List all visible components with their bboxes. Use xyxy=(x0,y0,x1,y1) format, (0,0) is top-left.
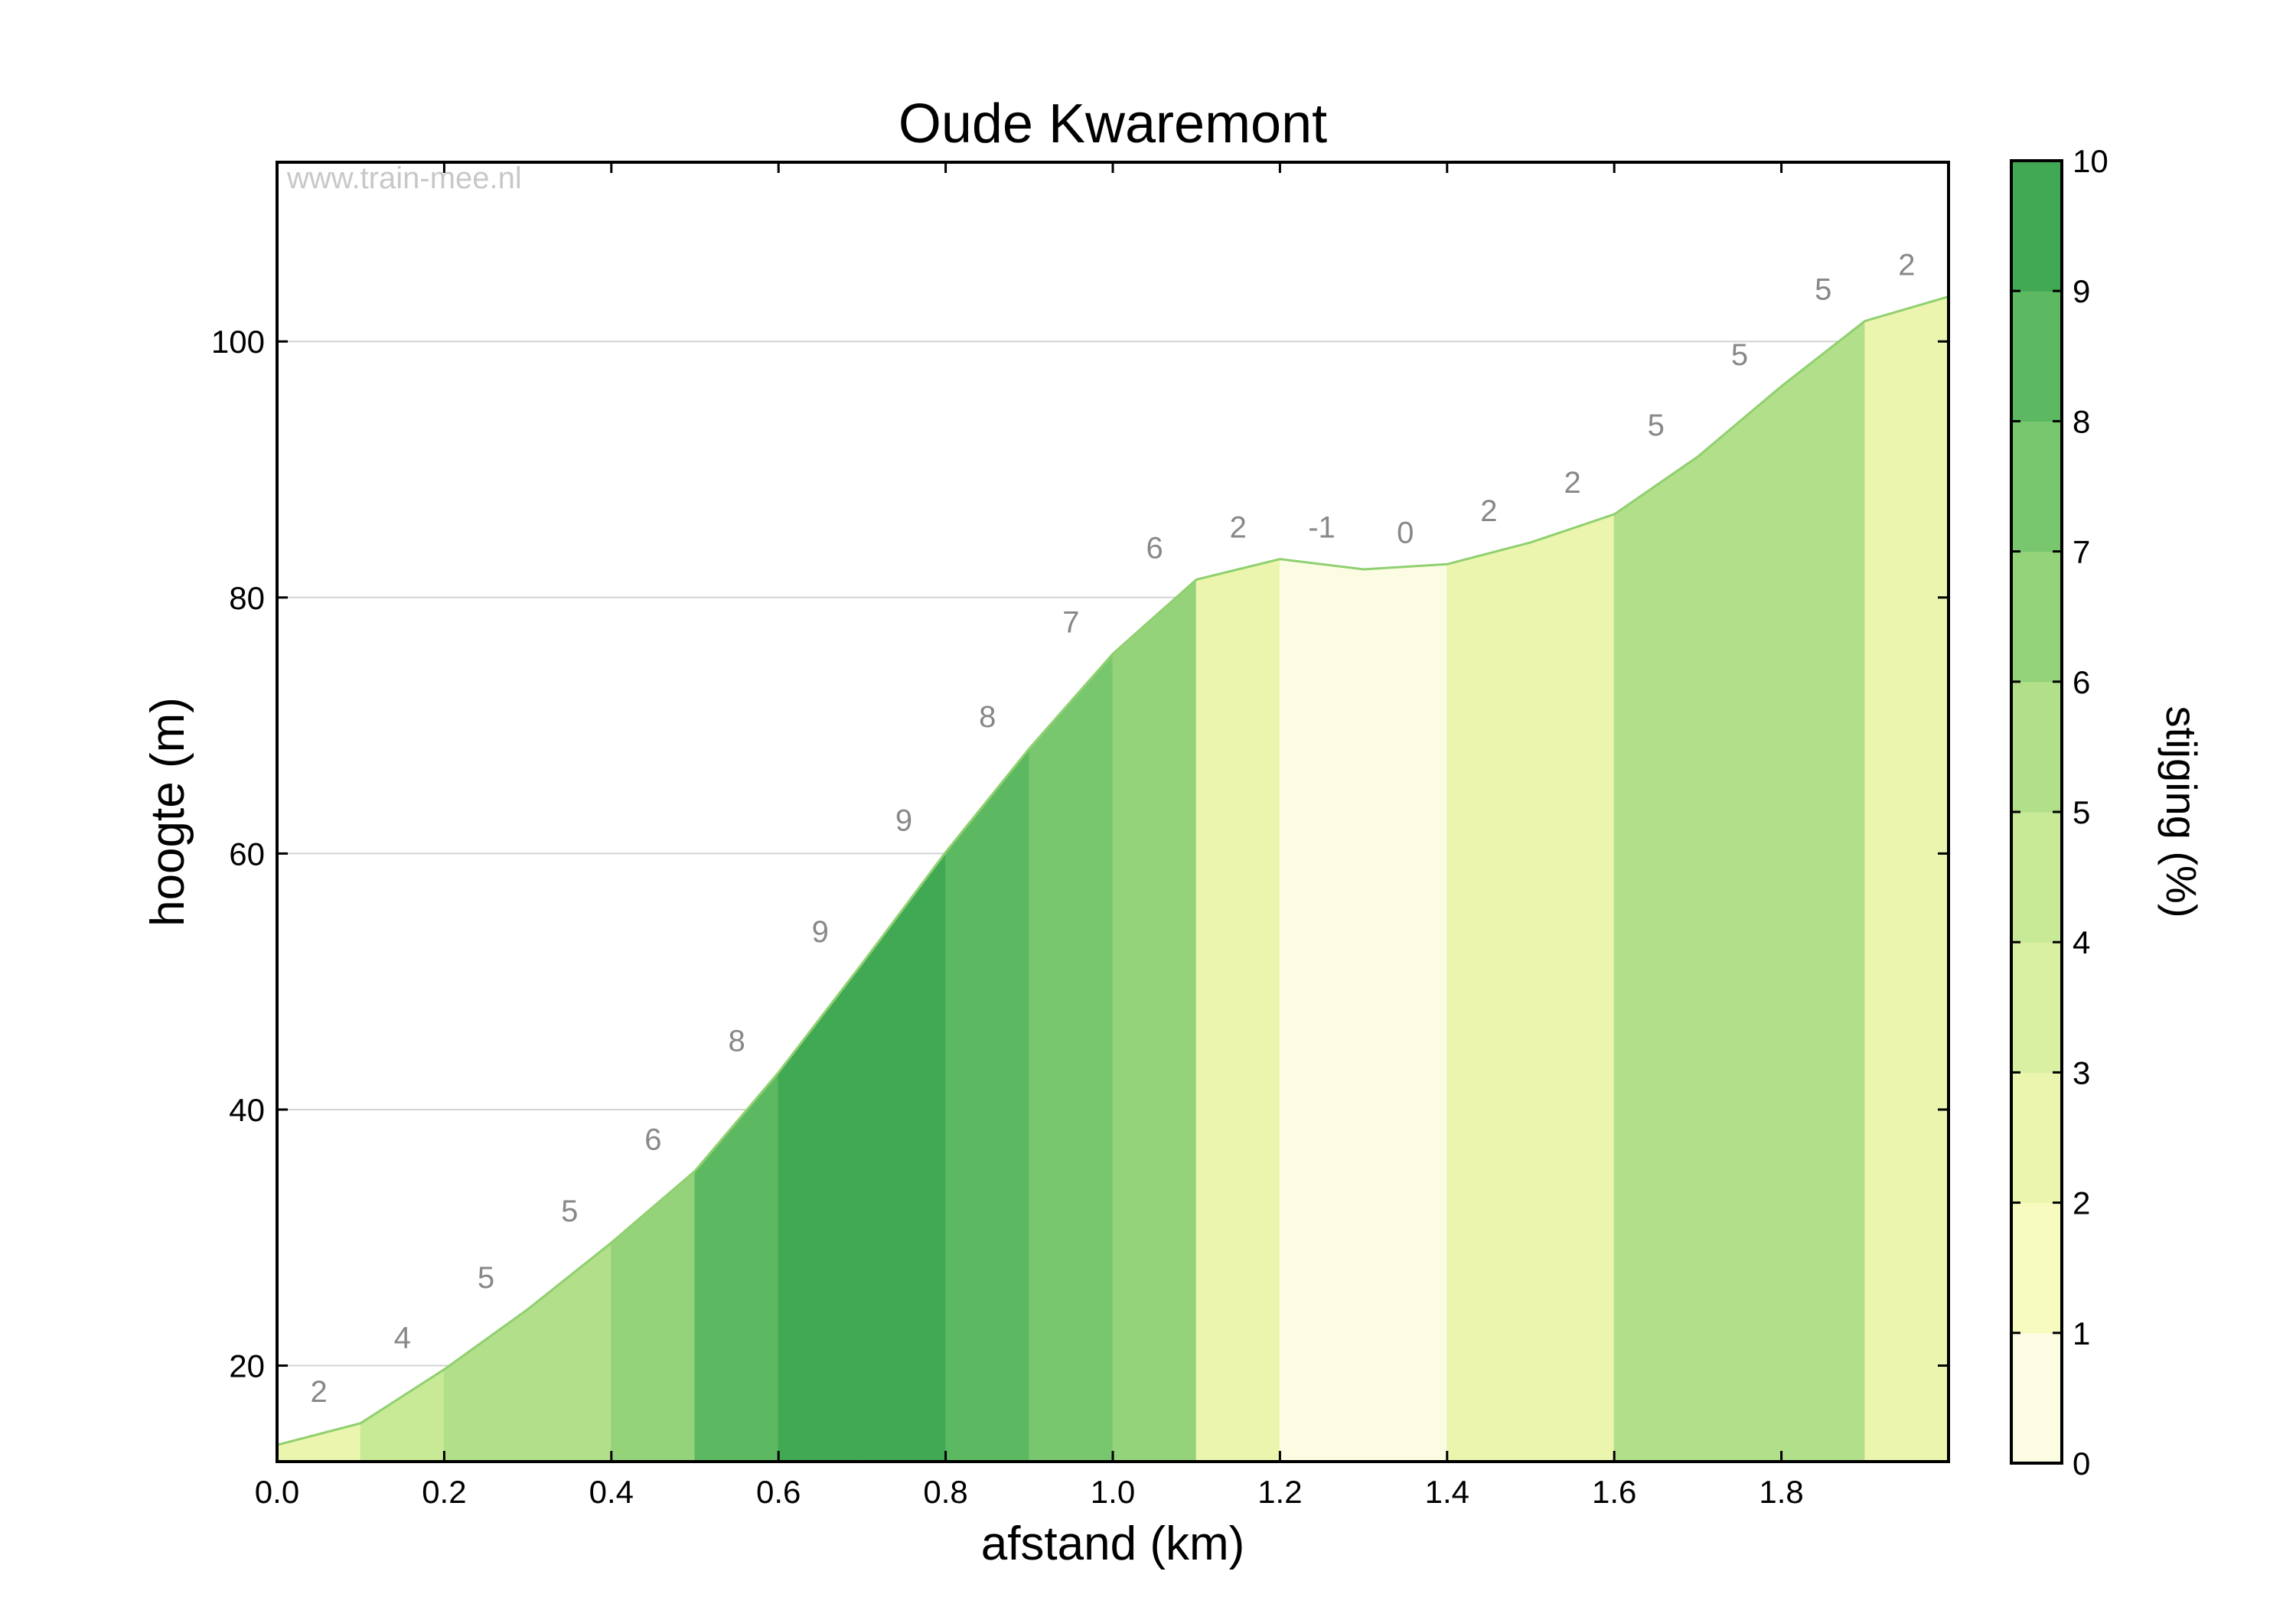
gradient-label: 5 xyxy=(478,1261,494,1295)
gradient-band xyxy=(1029,653,1114,1462)
gradient-band xyxy=(945,747,1030,1462)
x-tick-label: 1.8 xyxy=(1759,1474,1803,1510)
gradient-band xyxy=(1112,579,1197,1462)
colorbar-swatch xyxy=(2011,420,2063,553)
y-tick-label: 100 xyxy=(211,324,265,360)
gradient-label: 0 xyxy=(1397,516,1414,549)
gradient-label: -1 xyxy=(1308,511,1336,545)
colorbar-tick-label: 6 xyxy=(2073,664,2090,700)
gradient-band xyxy=(1781,320,1866,1462)
x-tick-label: 0.2 xyxy=(422,1474,466,1510)
colorbar-label: stijging (%) xyxy=(2157,706,2206,918)
y-tick-label: 20 xyxy=(229,1348,265,1384)
gradient-label: 5 xyxy=(1731,338,1748,372)
colorbar-swatch xyxy=(2011,1071,2063,1204)
gradient-label: 5 xyxy=(1815,272,1831,306)
colorbar-swatch xyxy=(2011,681,2063,813)
colorbar-tick-label: 10 xyxy=(2073,143,2108,179)
gradient-label: 2 xyxy=(1480,494,1497,528)
colorbar-swatch xyxy=(2011,1332,2063,1464)
colorbar-tick-label: 7 xyxy=(2073,534,2090,570)
gradient-band xyxy=(1864,295,1949,1462)
gradient-band xyxy=(778,962,863,1462)
x-tick-label: 1.4 xyxy=(1425,1474,1469,1510)
chart-title: Oude Kwaremont xyxy=(899,93,1327,155)
gradient-band xyxy=(1530,513,1615,1462)
gradient-label: 6 xyxy=(644,1123,661,1156)
colorbar-swatch xyxy=(2011,551,2063,683)
colorbar-tick-label: 3 xyxy=(2073,1054,2090,1090)
gradient-band xyxy=(1697,385,1782,1462)
gradient-label: 7 xyxy=(1062,605,1079,639)
y-tick-label: 80 xyxy=(229,580,265,616)
gradient-label: 8 xyxy=(728,1024,745,1058)
gradient-label: 2 xyxy=(310,1375,327,1409)
x-tick-label: 1.2 xyxy=(1257,1474,1302,1510)
gradient-label: 9 xyxy=(895,804,912,838)
colorbar-swatch xyxy=(2011,1202,2063,1334)
gradient-label: 5 xyxy=(561,1195,578,1228)
x-tick-label: 1.6 xyxy=(1592,1474,1636,1510)
gradient-labels: 2 4 5 5 6 8 9 9 8 7 6 2 -1 0 2 2 5 5 5 2 xyxy=(310,249,1915,1409)
profile-line-group xyxy=(276,295,1949,1446)
colorbar-tick-label: 5 xyxy=(2073,794,2090,830)
gradient-label: 2 xyxy=(1898,249,1915,282)
colorbar-tick-label: 1 xyxy=(2073,1315,2090,1351)
x-tick-label: 1.0 xyxy=(1091,1474,1135,1510)
profile-line xyxy=(276,295,1949,1446)
x-tick-label: 0.4 xyxy=(589,1474,634,1510)
colorbar: 0 1 2 3 4 5 6 7 8 9 10 xyxy=(2010,143,2108,1482)
x-axis-ticks: 0.0 0.2 0.4 0.6 0.8 1.0 1.2 1.4 1.6 1.8 xyxy=(255,162,1804,1510)
gradient-label: 4 xyxy=(394,1322,411,1355)
gradient-band xyxy=(1613,455,1698,1462)
colorbar-tick-label: 0 xyxy=(2073,1446,2090,1482)
gradient-band xyxy=(694,1071,779,1462)
y-tick-label: 60 xyxy=(229,836,265,872)
colorbar-swatch xyxy=(2011,941,2063,1073)
gradient-band xyxy=(1279,559,1365,1462)
gradient-label: 2 xyxy=(1564,466,1580,500)
gradient-band xyxy=(1363,563,1448,1462)
watermark: www.train-mee.nl xyxy=(286,161,522,195)
x-axis-label: afstand (km) xyxy=(981,1517,1245,1570)
gradient-label: 9 xyxy=(812,915,829,949)
colorbar-tick-label: 9 xyxy=(2073,273,2090,309)
gradient-band xyxy=(1446,542,1531,1462)
gradient-label: 8 xyxy=(979,700,996,734)
gradient-band xyxy=(861,851,947,1462)
gradient-band xyxy=(443,1308,529,1462)
colorbar-swatch xyxy=(2011,811,2063,943)
x-tick-label: 0.0 xyxy=(255,1474,299,1510)
x-tick-label: 0.6 xyxy=(756,1474,801,1510)
colorbar-swatch xyxy=(2011,290,2063,422)
gradient-label: 2 xyxy=(1230,511,1247,545)
y-tick-label: 40 xyxy=(229,1092,265,1128)
gradient-bands xyxy=(276,295,1949,1462)
colorbar-tick-label: 8 xyxy=(2073,403,2090,439)
y-axis-label: hoogte (m) xyxy=(142,697,194,927)
gradient-label: 5 xyxy=(1648,409,1665,442)
gradient-band xyxy=(611,1170,696,1462)
gradient-label: 6 xyxy=(1146,531,1163,565)
colorbar-swatch xyxy=(2011,160,2063,292)
gradient-band xyxy=(1195,558,1280,1462)
colorbar-tick-label: 2 xyxy=(2073,1185,2090,1221)
x-tick-label: 0.8 xyxy=(923,1474,967,1510)
colorbar-tick-label: 4 xyxy=(2073,924,2090,960)
